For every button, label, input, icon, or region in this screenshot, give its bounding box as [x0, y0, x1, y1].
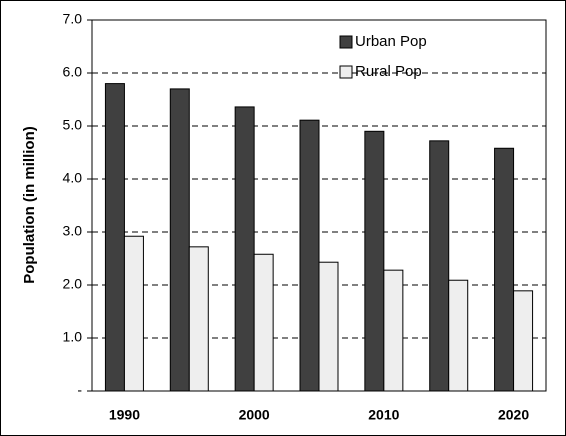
- legend-swatch: [339, 65, 353, 79]
- bar: [104, 83, 125, 392]
- legend-label: Urban Pop: [355, 33, 427, 50]
- bar: [234, 106, 255, 392]
- y-tick-label: -: [77, 382, 82, 398]
- bar: [299, 119, 320, 392]
- y-tick-label: 4.0: [63, 170, 83, 186]
- x-tick-label: 2000: [239, 407, 270, 423]
- bar: [123, 235, 144, 392]
- bar: [318, 261, 339, 392]
- bar: [253, 253, 274, 392]
- x-tick-label: 2010: [368, 407, 399, 423]
- bar: [429, 140, 450, 392]
- y-tick-label: 3.0: [63, 223, 83, 239]
- plot-frame: [91, 19, 547, 392]
- bar: [364, 130, 385, 392]
- bar: [383, 269, 404, 392]
- y-tick-label: 6.0: [63, 64, 83, 80]
- bar: [448, 279, 469, 392]
- x-tick-label: 1990: [109, 407, 140, 423]
- x-tick-label: 2020: [498, 407, 529, 423]
- legend-label: Rural Pop: [355, 63, 422, 80]
- y-tick-label: 2.0: [63, 276, 83, 292]
- bar: [169, 88, 190, 392]
- y-axis-label: Population (in million): [21, 126, 38, 283]
- bar: [513, 290, 534, 392]
- bar: [494, 147, 515, 392]
- legend-swatch: [339, 35, 353, 49]
- y-tick-label: 7.0: [63, 11, 83, 27]
- y-tick-label: 1.0: [63, 329, 83, 345]
- y-tick-label: 5.0: [63, 117, 83, 133]
- bar: [188, 246, 209, 392]
